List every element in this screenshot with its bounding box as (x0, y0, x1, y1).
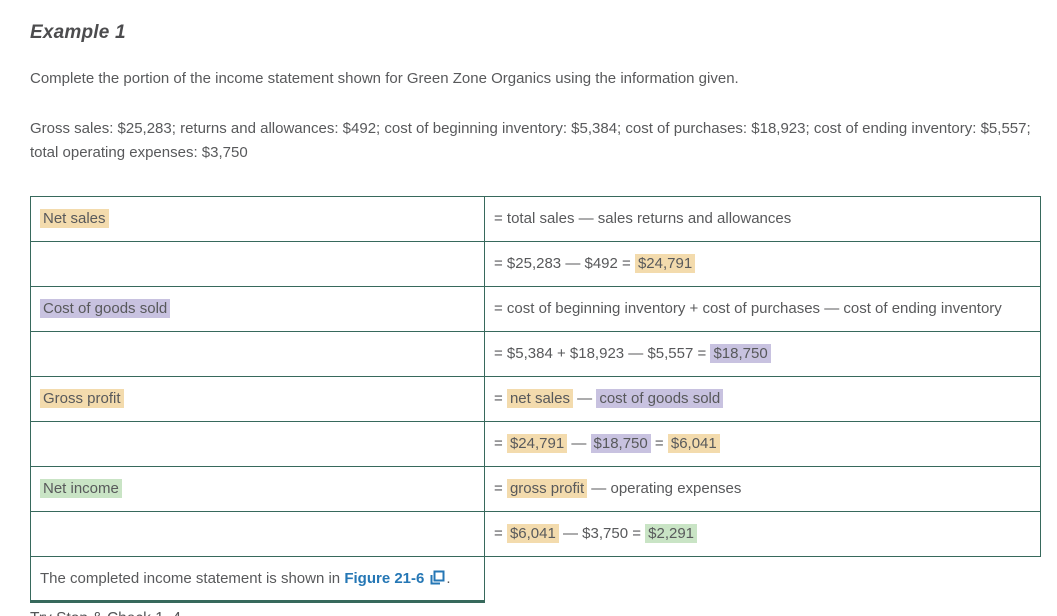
formula-text: — operating expenses (587, 480, 742, 497)
value-net-sales: $24,791 (506, 434, 568, 453)
formula-text: = (494, 525, 507, 542)
ref-cogs: cost of goods sold (596, 389, 724, 408)
term-cell: Gross profit (30, 377, 485, 422)
formula-text: — (567, 435, 591, 452)
value-gross-profit: $6,041 (506, 524, 559, 543)
formula-text: = total sales — sales returns and allowa… (494, 210, 792, 227)
empty-term-cell (30, 422, 485, 467)
table-row-gross-profit-calc: = $24,791 — $18,750 = $6,041 (30, 422, 1041, 467)
ref-gross-profit: gross profit (506, 479, 588, 498)
formula-text: = (494, 480, 507, 497)
ref-net-sales: net sales (506, 389, 573, 408)
figure-note-period: . (446, 570, 451, 587)
table-row-net-sales: Net sales = total sales — sales returns … (30, 197, 1041, 242)
formula-text: = cost of beginning inventory + cost of … (494, 300, 1002, 317)
income-statement-table: Net sales = total sales — sales returns … (30, 196, 1041, 603)
term-net-sales: Net sales (40, 209, 109, 228)
table-row-net-sales-calc: = $25,283 — $492 = $24,791 (30, 242, 1041, 287)
formula-cell: = $6,041 — $3,750 = $2,291 (485, 512, 1041, 557)
formula-cell: = $25,283 — $492 = $24,791 (485, 242, 1041, 287)
table-row-cogs-calc: = $5,384 + $18,923 — $5,557 = $18,750 (30, 332, 1041, 377)
term-net-income: Net income (40, 479, 122, 498)
empty-term-cell (30, 512, 485, 557)
formula-cell: = net sales — cost of goods sold (485, 377, 1041, 422)
formula-text: — (572, 390, 597, 407)
formula-text: = $25,283 — $492 = (494, 255, 635, 272)
formula-text: = $5,384 + $18,923 — $5,557 = (494, 345, 711, 362)
term-cell: Net sales (30, 197, 485, 242)
formula-text: = (494, 390, 507, 407)
formula-cell: = cost of beginning inventory + cost of … (485, 287, 1041, 332)
empty-term-cell (30, 332, 485, 377)
formula-cell: = $5,384 + $18,923 — $5,557 = $18,750 (485, 332, 1041, 377)
value-net-sales: $24,791 (634, 254, 696, 273)
empty-cell (485, 557, 1041, 603)
formula-text: — $3,750 = (558, 525, 646, 542)
term-cell: Cost of goods sold (30, 287, 485, 332)
table-row-cogs: Cost of goods sold = cost of beginning i… (30, 287, 1041, 332)
value-cogs: $18,750 (590, 434, 651, 453)
figure-note-text: The completed income statement is shown … (40, 570, 345, 587)
empty-term-cell (30, 242, 485, 287)
formula-text: = (494, 435, 507, 452)
footer-note: Try Stop & Check 1–4. (30, 610, 1041, 616)
formula-cell: = gross profit — operating expenses (485, 467, 1041, 512)
popout-window-icon[interactable] (429, 570, 445, 590)
term-cost-of-goods-sold: Cost of goods sold (40, 299, 171, 318)
formula-text: = (650, 435, 668, 452)
figure-21-6-link[interactable]: Figure 21-6 (344, 570, 425, 587)
term-gross-profit: Gross profit (40, 389, 124, 408)
table-row-net-income: Net income = gross profit — operating ex… (30, 467, 1041, 512)
term-cell: Net income (30, 467, 485, 512)
formula-cell: = total sales — sales returns and allowa… (485, 197, 1041, 242)
table-row-net-income-calc: = $6,041 — $3,750 = $2,291 (30, 512, 1041, 557)
figure-note-cell: The completed income statement is shown … (30, 557, 485, 603)
example-heading: Example 1 (30, 22, 126, 43)
intro-paragraph: Complete the portion of the income state… (30, 70, 739, 87)
formula-cell: = $24,791 — $18,750 = $6,041 (485, 422, 1041, 467)
table-row-gross-profit: Gross profit = net sales — cost of goods… (30, 377, 1041, 422)
figure-note-row: The completed income statement is shown … (30, 557, 1041, 603)
value-gross-profit: $6,041 (667, 434, 720, 453)
value-cogs: $18,750 (710, 344, 771, 363)
given-data-paragraph: Gross sales: $25,283; returns and allowa… (30, 120, 1031, 161)
value-net-income: $2,291 (645, 524, 698, 543)
